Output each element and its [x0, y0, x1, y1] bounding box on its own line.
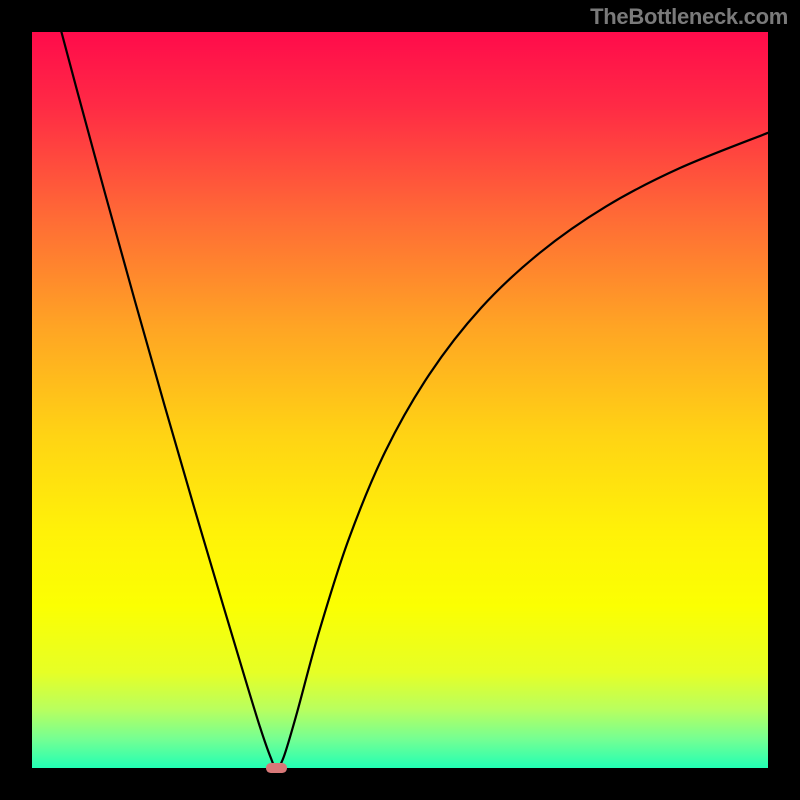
curve-path — [61, 32, 768, 768]
minimum-marker — [266, 763, 287, 773]
bottleneck-curve — [32, 32, 768, 768]
plot-area — [32, 32, 768, 768]
watermark-text: TheBottleneck.com — [590, 4, 788, 30]
